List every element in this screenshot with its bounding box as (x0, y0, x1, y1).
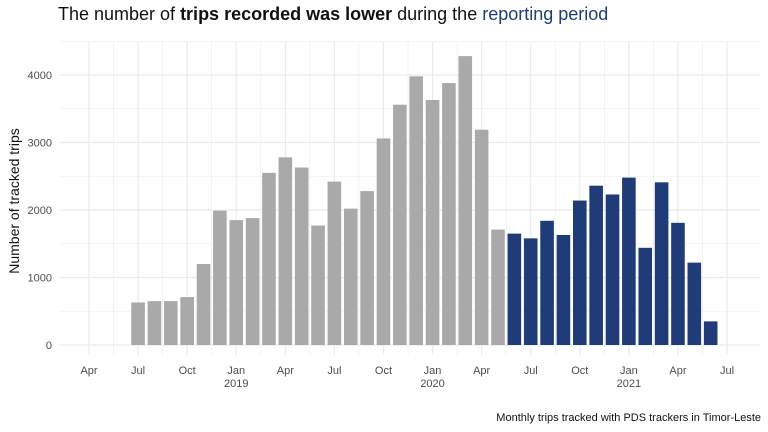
bar-2019-03 (262, 172, 276, 345)
x-tick-label: Jul (720, 365, 734, 377)
chart-caption: Monthly trips tracked with PDS trackers … (496, 412, 761, 424)
bar-2019-06 (311, 225, 325, 345)
bar-2019-09 (360, 191, 374, 345)
x-tick-label: Apr (80, 365, 97, 377)
x-tick-label: Apr (277, 365, 294, 377)
bar-2020-12 (605, 194, 620, 345)
bar-2020-03 (458, 56, 473, 345)
bar-2020-08 (540, 220, 554, 345)
y-axis-ticks: 0 1000 2000 3000 4000 (28, 70, 52, 352)
x-tick-label: Apr (669, 365, 686, 377)
x-tick-label: Jul (131, 365, 145, 377)
bar-2020-07 (523, 238, 538, 345)
bar-2019-08 (343, 208, 358, 345)
bar-2018-07 (131, 302, 145, 345)
x-tick-year-label: 2020 (420, 378, 444, 390)
y-axis-label: Number of tracked trips (6, 128, 22, 274)
chart-title: The number of trips recorded was lower d… (58, 4, 608, 25)
x-tick-label: Jan (424, 365, 442, 377)
x-tick-label: Jan (620, 365, 638, 377)
chart-title-part1: The number of (58, 4, 181, 24)
bar-2021-03 (654, 182, 669, 345)
bar-2020-09 (556, 234, 571, 345)
bar-2020-10 (573, 200, 587, 345)
bar-2021-01 (622, 177, 636, 345)
bar-2019-05 (294, 167, 309, 345)
y-tick-label: 2000 (28, 205, 52, 217)
bar-2020-06 (507, 233, 522, 345)
x-tick-year-label: 2019 (224, 378, 248, 390)
y-tick-label: 3000 (28, 138, 52, 150)
bar-2018-09 (164, 301, 178, 345)
x-tick-label: Jul (524, 365, 538, 377)
bar-2018-12 (213, 210, 227, 345)
bar-2021-02 (638, 247, 653, 345)
y-tick-label: 1000 (28, 273, 52, 285)
bar-2019-02 (245, 218, 260, 345)
bar-2020-11 (589, 185, 603, 345)
bar-2019-12 (409, 76, 423, 345)
x-tick-label: Jan (227, 365, 245, 377)
bar-2020-04 (474, 129, 489, 345)
bar-2020-05 (491, 229, 505, 345)
x-tick-label: Oct (179, 365, 196, 377)
bar-2020-02 (442, 83, 456, 345)
x-tick-label: Oct (571, 365, 588, 377)
bar-2021-05 (687, 262, 702, 345)
bar-2019-04 (278, 157, 293, 345)
bar-2019-10 (376, 138, 391, 345)
bar-2021-06 (703, 321, 718, 345)
bar-2018-11 (196, 264, 211, 345)
x-tick-year-label: 2021 (617, 378, 641, 390)
bar-2020-01 (425, 99, 440, 345)
chart-title-bold: trips recorded was lower (180, 4, 393, 24)
bars (131, 56, 718, 345)
bar-2018-08 (147, 301, 162, 345)
bar-2018-10 (180, 297, 194, 345)
bar-2019-11 (393, 104, 407, 345)
bar-2019-01 (229, 220, 244, 345)
x-tick-label: Oct (375, 365, 392, 377)
chart-title-part2: during the (392, 4, 483, 24)
y-tick-label: 4000 (28, 70, 52, 82)
x-tick-label: Apr (473, 365, 490, 377)
bar-2021-04 (671, 222, 685, 345)
y-tick-label: 0 (46, 340, 52, 352)
chart-title-highlight: reporting period (482, 4, 609, 24)
x-tick-label: Jul (327, 365, 341, 377)
bar-2019-07 (327, 181, 342, 345)
